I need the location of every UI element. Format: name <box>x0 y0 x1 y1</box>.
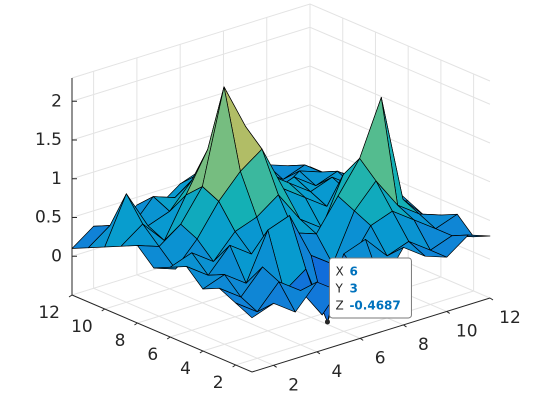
datatip-label: X <box>335 264 343 278</box>
y-tick <box>166 336 171 340</box>
x-tick-label: 2 <box>288 375 299 395</box>
y-tick-label: 10 <box>71 317 93 337</box>
y-tick <box>101 308 106 312</box>
datatip-label: Z <box>335 298 343 312</box>
x-tick <box>359 337 364 341</box>
z-tick-label: 1.5 <box>35 130 62 150</box>
x-tick-label: 8 <box>418 335 429 355</box>
grid-line <box>71 26 491 105</box>
y-tick <box>199 350 204 354</box>
surface-face <box>235 302 274 319</box>
y-tick <box>68 294 73 298</box>
box-edge <box>71 3 491 82</box>
z-tick-label: 0.5 <box>35 208 62 228</box>
y-tick-label: 8 <box>115 331 126 351</box>
grid-line <box>202 60 442 352</box>
y-tick-label: 2 <box>213 373 224 393</box>
y-tick-label: 6 <box>147 345 158 365</box>
axis-line <box>71 78 491 373</box>
datatip-value: -0.4687 <box>349 298 400 312</box>
x-tick <box>446 311 451 314</box>
datatip-value: 3 <box>349 281 357 295</box>
datatip-box <box>328 257 412 319</box>
datatip-label: Y <box>334 281 343 295</box>
y-tick <box>134 322 138 326</box>
y-tick-label: 12 <box>38 303 60 323</box>
x-tick <box>273 364 277 368</box>
x-tick-label: 4 <box>331 362 342 382</box>
x-tick-label: 12 <box>499 308 521 328</box>
z-tick-label: 2 <box>51 91 62 111</box>
grid-line <box>235 74 475 366</box>
x-tick <box>403 324 407 328</box>
z-tick-label: 1 <box>51 169 62 189</box>
z-tick-label: 0 <box>51 246 62 266</box>
x-tick <box>489 297 494 301</box>
y-tick <box>232 364 236 368</box>
x-tick <box>316 351 321 355</box>
datatip-marker <box>324 319 330 325</box>
y-tick-label: 4 <box>180 359 191 379</box>
x-tick-label: 6 <box>375 348 386 368</box>
x-tick-label: 10 <box>456 321 478 341</box>
datatip-value: 6 <box>349 264 357 278</box>
